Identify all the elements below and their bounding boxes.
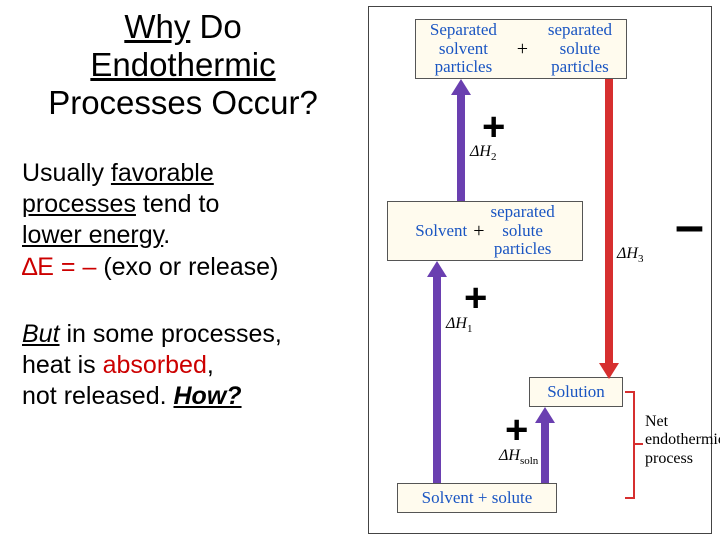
arrow-dh2-head bbox=[451, 79, 471, 95]
box-top-plus: + bbox=[517, 38, 528, 60]
bracket-net bbox=[625, 391, 635, 499]
box-mid-a: Solvent bbox=[415, 222, 467, 241]
box-solvent-plus-separated-solute: Solvent + separated solute particles bbox=[387, 201, 583, 261]
p2-l1b: in some processes, bbox=[60, 320, 282, 348]
box-solution-text: Solution bbox=[547, 383, 605, 402]
p1-l3: lower energy bbox=[22, 221, 163, 249]
sign-dh2-plus: + bbox=[482, 107, 505, 147]
energy-diagram: Separated solvent particles + separated … bbox=[368, 6, 712, 534]
title-line3: Processes Occur? bbox=[48, 84, 318, 121]
p1-l1b: favorable bbox=[111, 159, 214, 187]
net-l2: endothermic bbox=[645, 431, 720, 448]
net-l3: process bbox=[645, 450, 693, 467]
arrow-dh3-head bbox=[599, 363, 619, 379]
p1-l2b: tend to bbox=[136, 190, 219, 218]
box-top-left-text: Separated solvent particles bbox=[430, 21, 497, 77]
p2-l3a: not released. bbox=[22, 382, 174, 410]
p1-l3dot: . bbox=[163, 221, 170, 249]
p2-l1a: But bbox=[22, 320, 60, 348]
label-dh3: ΔH3 bbox=[617, 245, 643, 265]
box-top-right-text: separated solute particles bbox=[548, 21, 612, 77]
box-separated-both: Separated solvent particles + separated … bbox=[415, 19, 627, 79]
p1-l2a: processes bbox=[22, 190, 136, 218]
slide-title: Why Do Endothermic Processes Occur? bbox=[8, 8, 358, 122]
box-solvent-plus-solute: Solvent + solute bbox=[397, 483, 557, 513]
title-word-why: Why bbox=[124, 8, 190, 45]
paragraph-2: But in some processes, heat is absorbed,… bbox=[8, 319, 358, 413]
arrow-dh1 bbox=[433, 275, 441, 483]
arrow-dh3 bbox=[605, 79, 613, 363]
arrow-dhsoln-head bbox=[535, 407, 555, 423]
p1-l4b: (exo or release) bbox=[96, 253, 278, 281]
sign-dhsoln-plus: + bbox=[505, 410, 528, 450]
sign-dh3-minus: – bbox=[675, 200, 704, 252]
box-mid-b: separated solute particles bbox=[491, 203, 555, 259]
sign-dh1-plus: + bbox=[464, 278, 487, 318]
arrow-dhsoln bbox=[541, 421, 549, 483]
box-bottom-text: Solvent + solute bbox=[422, 489, 533, 508]
arrow-dh1-head bbox=[427, 261, 447, 277]
p2-l2b: absorbed bbox=[103, 351, 207, 379]
bracket-net-tick bbox=[635, 443, 643, 445]
p2-l2a: heat is bbox=[22, 351, 103, 379]
p1-l1a: Usually bbox=[22, 159, 111, 187]
p2-l3b: How? bbox=[174, 382, 242, 410]
p1-l4a: ∆E = – bbox=[22, 253, 96, 281]
net-l1: Net bbox=[645, 413, 668, 430]
p2-l2c: , bbox=[207, 351, 214, 379]
box-solution: Solution bbox=[529, 377, 623, 407]
net-endothermic-label: Net endothermic process bbox=[645, 413, 720, 468]
title-line2: Endothermic bbox=[90, 46, 275, 83]
paragraph-1: Usually favorable processes tend to lowe… bbox=[8, 158, 358, 283]
box-mid-plus: + bbox=[473, 220, 484, 242]
arrow-dh2 bbox=[457, 93, 465, 201]
title-word-do: Do bbox=[190, 8, 241, 45]
